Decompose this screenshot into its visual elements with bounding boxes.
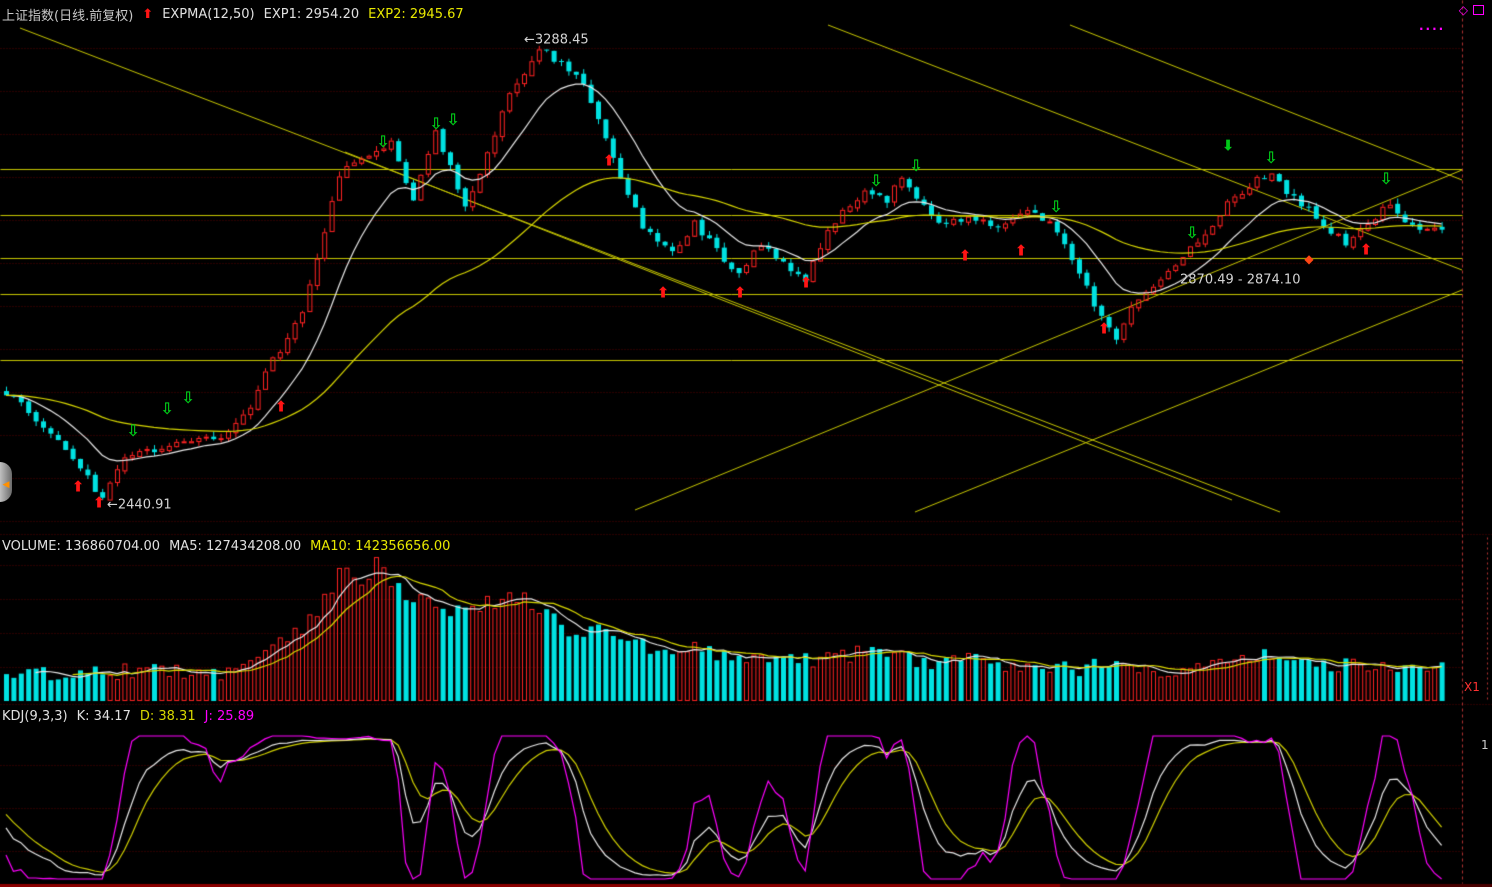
buy-signal-arrow-icon: ⬆: [92, 493, 106, 512]
price-annotation: ←2440.91: [107, 497, 172, 513]
sidebar-collapse-handle[interactable]: ◀: [0, 462, 12, 502]
buy-signal-arrow-icon: ⬆: [1097, 319, 1111, 338]
volume-header: VOLUME: 136860704.00 MA5: 127434208.00 M…: [2, 539, 459, 554]
price-annotation: 2870.49 - 2874.10: [1180, 272, 1301, 288]
sell-signal-arrow-icon: ⇩: [429, 114, 443, 133]
kdj-axis-label: 1: [1481, 738, 1489, 752]
volume-value-label: VOLUME: 136860704.00: [2, 539, 161, 554]
sell-signal-arrow-icon: ⇩: [869, 171, 883, 190]
buy-signal-arrow-icon: ⬆: [1359, 240, 1373, 259]
buy-signal-arrow-icon: ⬆: [733, 283, 747, 302]
sell-signal-arrow-icon: ⇩: [1185, 223, 1199, 242]
sell-signal-arrow-icon: ⇩: [376, 132, 390, 151]
kdj-k-label: K: 34.17: [76, 709, 131, 724]
symbol-title[interactable]: 上证指数(日线.前复权): [2, 9, 134, 24]
sell-signal-arrow-icon: ⇩: [160, 399, 174, 418]
sell-signal-arrow-icon: ⇩: [1264, 148, 1278, 167]
kdj-indicator-name[interactable]: KDJ(9,3,3): [2, 709, 68, 724]
exp2-value-label: EXP2: 2945.67: [368, 7, 464, 22]
red-up-arrow-icon: ⬆: [142, 7, 154, 22]
buy-signal-arrow-icon: ⬆: [274, 397, 288, 416]
buy-signal-arrow-icon: ⬆: [602, 151, 616, 170]
titlebar-tools: ◇: [1459, 3, 1484, 17]
kdj-header: KDJ(9,3,3) K: 34.17 D: 38.31 J: 25.89: [2, 709, 263, 724]
price-annotation: ←3288.45: [524, 32, 589, 48]
volume-ma5-label: MA5: 127434208.00: [169, 539, 302, 554]
volume-ma10-label: MA10: 142356656.00: [310, 539, 451, 554]
sell-signal-arrow-icon: ⇩: [909, 156, 923, 175]
kdj-d-label: D: 38.31: [139, 709, 196, 724]
volume-scale-label: X1: [1464, 680, 1480, 694]
sell-signal-arrow-filled-icon: ⬇: [1221, 136, 1235, 155]
buy-signal-arrow-icon: ⬆: [656, 283, 670, 302]
buy-signal-arrow-icon: ⬆: [1014, 241, 1028, 260]
collapse-arrow-icon: ◀: [2, 480, 10, 490]
sell-signal-arrow-icon: ⇩: [126, 421, 140, 440]
sell-signal-arrow-icon: ⇩: [446, 110, 460, 129]
exp1-value-label: EXP1: 2954.20: [263, 7, 360, 22]
buy-signal-arrow-icon: ⬆: [71, 477, 85, 496]
indicator-name[interactable]: EXPMA(12,50): [162, 7, 255, 22]
kdj-j-label: J: 25.89: [204, 709, 255, 724]
diamond-mark-icon: ◆: [1304, 252, 1314, 266]
diamond-tool-icon[interactable]: ◇: [1458, 3, 1468, 17]
sell-signal-arrow-icon: ⇩: [181, 388, 195, 407]
sell-signal-arrow-icon: ⇩: [1049, 197, 1063, 216]
window-tool-icon[interactable]: [1473, 5, 1484, 15]
sell-signal-arrow-icon: ⇩: [1379, 169, 1393, 188]
magenta-dots-indicator: ····: [1419, 22, 1446, 36]
main-chart-header: 上证指数(日线.前复权) ⬆ EXPMA(12,50) EXP1: 2954.2…: [2, 5, 473, 24]
buy-signal-arrow-icon: ⬆: [958, 246, 972, 265]
buy-signal-arrow-icon: ⬆: [799, 273, 813, 292]
